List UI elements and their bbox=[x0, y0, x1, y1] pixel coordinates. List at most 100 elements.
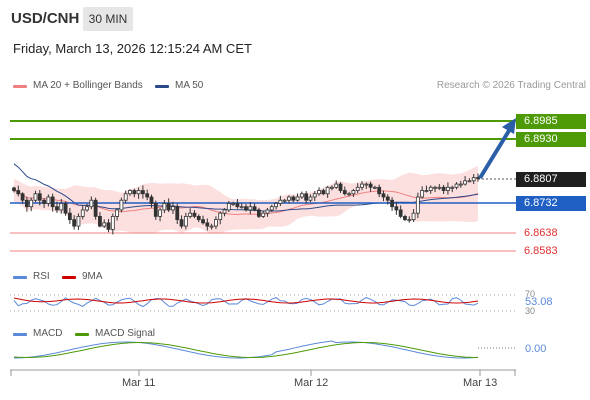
x-label-mar12: Mar 12 bbox=[294, 377, 329, 389]
candle-body bbox=[222, 209, 227, 214]
pivot-tag: 6.8732 bbox=[516, 196, 586, 211]
candle-body bbox=[437, 186, 442, 189]
candlestick-series bbox=[12, 173, 480, 235]
candle-body bbox=[291, 196, 296, 201]
macd-value-label: 0.00 bbox=[525, 343, 547, 355]
candle-body bbox=[433, 186, 437, 189]
candle-body bbox=[196, 215, 201, 221]
candle-body bbox=[110, 215, 115, 230]
candle-body bbox=[261, 212, 266, 217]
rsi-value-label: 53.08 bbox=[525, 296, 553, 308]
ma50-legend-label: MA 50 bbox=[175, 80, 204, 91]
candle-body bbox=[226, 203, 231, 211]
candle-body bbox=[93, 199, 98, 217]
candle-body bbox=[364, 183, 369, 186]
last-price-tag: 6.8807 bbox=[516, 172, 586, 187]
candle-body bbox=[115, 209, 120, 217]
candle-body bbox=[385, 196, 390, 201]
candle-body bbox=[179, 219, 184, 227]
candle-body bbox=[132, 190, 137, 195]
candle-body bbox=[347, 193, 352, 196]
candle-body bbox=[55, 206, 59, 211]
support-1-label: 6.8638 bbox=[524, 227, 558, 239]
candle-body bbox=[218, 212, 223, 221]
candle-body bbox=[50, 196, 55, 208]
candle-body bbox=[398, 209, 403, 217]
candle-body bbox=[29, 199, 34, 208]
candle-body bbox=[454, 183, 459, 188]
datetime-label: Friday, March 13, 2026 12:15:24 AM CET bbox=[13, 41, 252, 56]
rsi-70-label: 70 bbox=[525, 289, 536, 299]
candle-body bbox=[458, 183, 463, 186]
candle-body bbox=[471, 177, 476, 182]
candle-body bbox=[360, 183, 364, 188]
candle-body bbox=[106, 222, 111, 230]
candle-body bbox=[188, 212, 193, 217]
rsi-ma-legend-label: 9MA bbox=[82, 271, 103, 282]
bollinger-legend-label: MA 20 + Bollinger Bands bbox=[33, 80, 143, 91]
candle-body bbox=[231, 203, 236, 205]
candle-body bbox=[381, 193, 386, 198]
candle-body bbox=[209, 225, 214, 228]
candle-body bbox=[282, 199, 287, 202]
candle-body bbox=[214, 219, 218, 227]
bollinger-swatch bbox=[13, 85, 27, 88]
candle-body bbox=[450, 186, 455, 189]
candle-body bbox=[476, 177, 480, 179]
candle-body bbox=[390, 199, 394, 208]
resistance-2-tag: 6.8985 bbox=[516, 114, 586, 129]
candle-body bbox=[312, 193, 317, 198]
candle-body bbox=[342, 190, 347, 195]
candle-body bbox=[46, 196, 51, 204]
candle-body bbox=[98, 215, 102, 227]
candle-body bbox=[67, 212, 72, 221]
candle-body bbox=[80, 209, 85, 217]
rsi-ma-swatch bbox=[62, 276, 76, 279]
rsi-30-label: 30 bbox=[525, 306, 536, 316]
candle-body bbox=[321, 190, 326, 195]
candle-body bbox=[368, 183, 373, 188]
candle-body bbox=[334, 183, 339, 188]
candle-body bbox=[153, 203, 158, 217]
symbol-title: USD/CNH bbox=[11, 10, 80, 27]
candle-body bbox=[166, 203, 171, 211]
candle-body bbox=[265, 209, 270, 214]
candle-body bbox=[201, 219, 205, 224]
candle-body bbox=[205, 222, 210, 227]
candle-body bbox=[351, 190, 356, 195]
candle-body bbox=[175, 206, 180, 221]
macd-signal-legend-label: MACD Signal bbox=[95, 328, 156, 339]
candle-body bbox=[158, 209, 162, 217]
candle-body bbox=[140, 190, 145, 195]
candle-body bbox=[403, 215, 407, 221]
candle-body bbox=[76, 215, 81, 227]
candle-body bbox=[411, 212, 416, 221]
macd-swatch bbox=[13, 333, 27, 336]
candle-body bbox=[256, 209, 261, 217]
candle-body bbox=[407, 219, 412, 222]
resistance-1-tag: 6.8930 bbox=[516, 132, 586, 147]
bollinger-band-fill bbox=[14, 166, 478, 234]
macd-legend-label: MACD bbox=[33, 328, 63, 339]
rsi-legend-label: RSI bbox=[33, 271, 50, 282]
candle-body bbox=[355, 186, 360, 191]
candle-body bbox=[149, 196, 154, 204]
candle-body bbox=[415, 196, 420, 214]
support-2-label: 6.8583 bbox=[524, 245, 558, 257]
candle-body bbox=[244, 206, 248, 211]
candle-body bbox=[278, 199, 283, 204]
candle-body bbox=[377, 186, 382, 195]
ma50-swatch bbox=[155, 85, 169, 88]
candle-body bbox=[33, 193, 38, 201]
candle-body bbox=[59, 203, 64, 211]
candle-body bbox=[128, 190, 132, 195]
candle-body bbox=[372, 186, 377, 189]
candle-body bbox=[192, 212, 197, 217]
x-label-mar13: Mar 13 bbox=[463, 377, 498, 389]
candle-body bbox=[63, 203, 68, 214]
candle-body bbox=[171, 206, 175, 211]
candle-body bbox=[463, 180, 468, 185]
timeframe-button[interactable]: 30 MIN bbox=[83, 7, 133, 31]
x-label-mar11: Mar 11 bbox=[122, 377, 156, 389]
